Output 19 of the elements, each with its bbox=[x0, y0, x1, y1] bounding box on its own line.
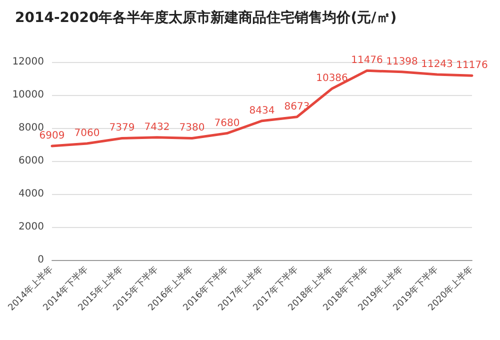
y-tick-label: 4000 bbox=[18, 188, 44, 200]
y-tick-label: 6000 bbox=[18, 156, 44, 166]
data-label: 11476 bbox=[351, 55, 383, 66]
data-label: 11243 bbox=[421, 58, 453, 70]
data-label: 8434 bbox=[249, 105, 275, 116]
chart-title: 2014-2020年各半年度太原市新建商品住宅销售均价(元/㎡) bbox=[15, 9, 397, 26]
data-label: 7379 bbox=[109, 122, 135, 134]
data-label: 10386 bbox=[316, 73, 348, 84]
data-label: 7680 bbox=[214, 118, 240, 129]
y-tick-label: 0 bbox=[38, 254, 44, 266]
data-label: 11176 bbox=[456, 60, 488, 72]
y-tick-label: 12000 bbox=[12, 56, 44, 68]
y-tick-label: 2000 bbox=[18, 222, 44, 232]
data-label: 11398 bbox=[386, 56, 418, 68]
data-label: 7060 bbox=[74, 128, 100, 140]
data-label: 6909 bbox=[39, 130, 65, 142]
y-tick-label: 10000 bbox=[12, 90, 44, 100]
data-label: 7432 bbox=[144, 122, 170, 133]
data-label: 7380 bbox=[179, 122, 205, 134]
